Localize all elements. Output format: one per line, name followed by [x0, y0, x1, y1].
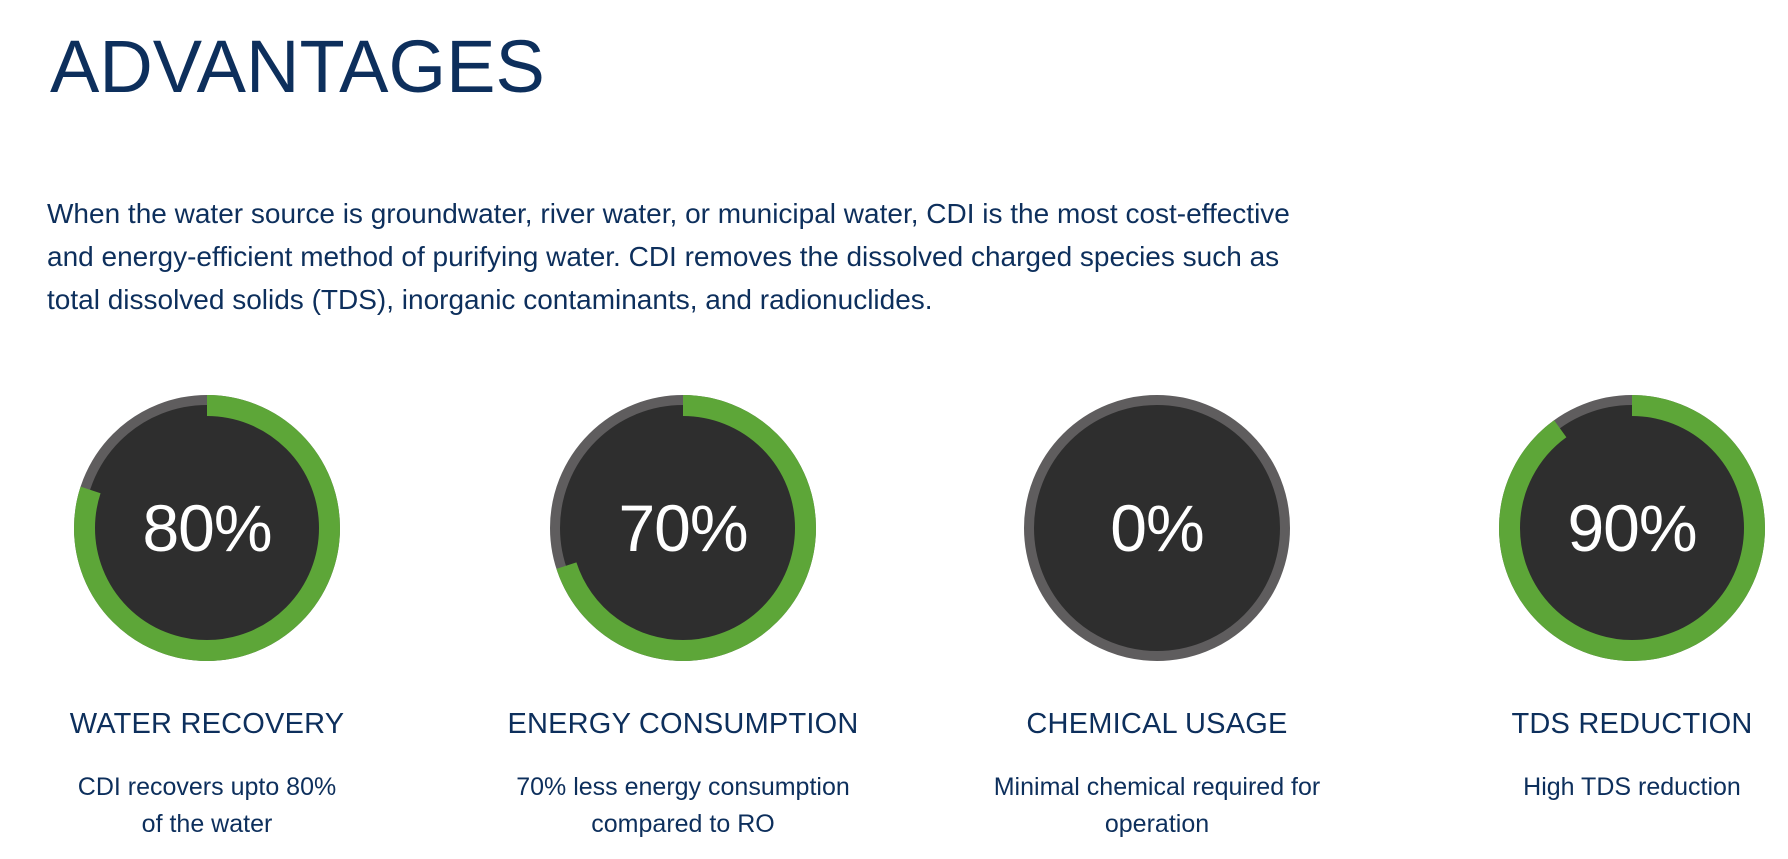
- advantages-stats: 80% WATER RECOVERY CDI recovers upto 80%…: [0, 395, 1788, 859]
- progress-ring: 0%: [1024, 395, 1290, 661]
- progress-ring: 90%: [1499, 395, 1765, 661]
- progress-ring-graphic: [74, 395, 340, 661]
- progress-ring-graphic: [1024, 395, 1290, 661]
- stat-description: High TDS reduction: [1412, 769, 1788, 806]
- progress-value: 70%: [618, 491, 748, 565]
- stat-description-line: CDI recovers upto 80%: [77, 773, 337, 801]
- stat-water-recovery: 80% WATER RECOVERY CDI recovers upto 80%…: [0, 395, 427, 838]
- stat-description-line: 70% less energy consumption: [516, 773, 850, 801]
- progress-ring: 80%: [74, 395, 340, 661]
- stat-description: CDI recovers upto 80% of the water: [0, 769, 427, 843]
- progress-ring: 70%: [550, 395, 816, 661]
- progress-value: 80%: [142, 491, 272, 565]
- stat-description: 70% less energy consumption compared to …: [463, 769, 903, 843]
- progress-value: 90%: [1567, 491, 1697, 565]
- stat-title: WATER RECOVERY: [69, 708, 345, 740]
- stat-title: ENERGY CONSUMPTION: [507, 708, 859, 740]
- intro-paragraph: When the water source is groundwater, ri…: [47, 198, 1290, 315]
- progress-ring-graphic: [1499, 395, 1765, 661]
- stat-tds-reduction: 90% TDS REDUCTION High TDS reduction: [1412, 395, 1788, 801]
- page-title: ADVANTAGES: [50, 25, 545, 108]
- stat-energy-consumption: 70% ENERGY CONSUMPTION 70% less energy c…: [463, 395, 903, 838]
- progress-ring-graphic: [550, 395, 816, 661]
- stat-description: Minimal chemical required for operation: [937, 769, 1377, 843]
- stat-description-line: compared to RO: [591, 810, 775, 838]
- stat-chemical-usage: 0% CHEMICAL USAGE Minimal chemical requi…: [937, 395, 1377, 838]
- stat-description-line: of the water: [141, 810, 273, 838]
- stat-description-line: Minimal chemical required for: [993, 773, 1321, 801]
- stat-description-line: High TDS reduction: [1523, 773, 1741, 801]
- stat-description-line: operation: [1104, 810, 1210, 838]
- stat-title: CHEMICAL USAGE: [1026, 708, 1288, 740]
- stat-title: TDS REDUCTION: [1511, 708, 1753, 740]
- progress-value: 0%: [1110, 491, 1204, 565]
